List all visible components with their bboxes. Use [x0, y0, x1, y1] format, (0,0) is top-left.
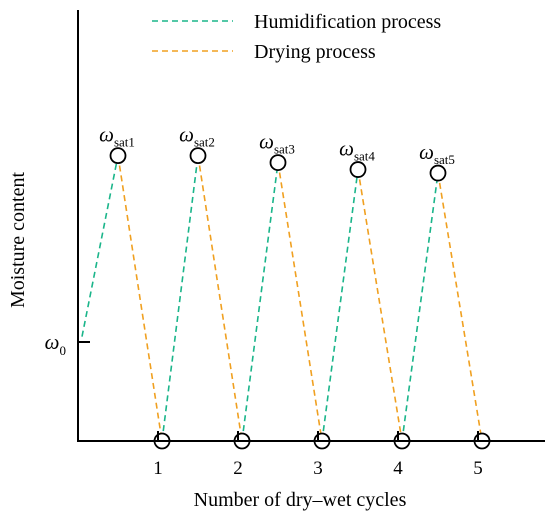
data-point-1	[109, 147, 127, 165]
drying-segment-2	[197, 155, 243, 442]
marker-label-sat3: ωsat3	[259, 130, 295, 157]
y-tick-label-omega0: ω0	[45, 330, 66, 358]
marker-layer	[109, 147, 491, 450]
humidification-segment-2	[161, 155, 199, 442]
drying-segment-3	[277, 162, 323, 442]
data-point-3	[269, 154, 287, 172]
legend-label-drying: Drying process	[254, 41, 376, 63]
x-tick-label-1: 1	[153, 458, 163, 479]
humidification-segment-3	[241, 162, 279, 442]
humidification-segment-5	[401, 172, 439, 442]
drying-segment-4	[357, 169, 403, 442]
x-ticks: 1 2 3 4 5	[153, 431, 483, 479]
x-tick-label-3: 3	[313, 458, 323, 479]
legend: Humidification process Drying process	[152, 11, 441, 63]
data-point-5	[429, 164, 447, 182]
humidification-segment-4	[321, 169, 359, 442]
data-point-2	[189, 147, 207, 165]
legend-label-humidification: Humidification process	[254, 11, 441, 33]
marker-label-sat5: ωsat5	[419, 140, 455, 167]
drying-segment-5	[437, 172, 483, 442]
marker-label-sat2: ωsat2	[179, 123, 215, 150]
x-axis-title: Number of dry–wet cycles	[194, 489, 407, 511]
x-tick-label-2: 2	[233, 458, 243, 479]
marker-label-sat1: ωsat1	[99, 123, 135, 150]
y-axis-title: Moisture content	[7, 172, 29, 309]
x-tick-label-4: 4	[393, 458, 403, 479]
drying-segment-1	[117, 155, 163, 442]
humidification-segment-1	[81, 155, 119, 337]
data-point-4	[349, 161, 367, 178]
marker-label-sat4: ωsat4	[339, 137, 375, 164]
series-layer	[81, 155, 483, 442]
x-tick-label-5: 5	[473, 458, 483, 479]
marker-label-layer: ωsat1 ωsat2 ωsat3 ωsat4 ωsat5	[99, 123, 455, 167]
